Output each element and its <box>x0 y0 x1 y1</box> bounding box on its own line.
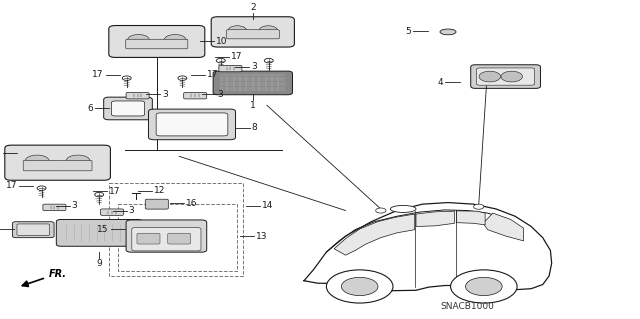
FancyBboxPatch shape <box>476 68 535 85</box>
Circle shape <box>122 76 131 80</box>
Circle shape <box>326 270 393 303</box>
FancyBboxPatch shape <box>100 209 124 215</box>
Text: 3: 3 <box>251 63 257 71</box>
FancyBboxPatch shape <box>211 17 294 47</box>
FancyBboxPatch shape <box>132 228 201 251</box>
FancyBboxPatch shape <box>17 224 50 235</box>
FancyBboxPatch shape <box>5 145 110 180</box>
Text: 3: 3 <box>218 90 223 99</box>
FancyBboxPatch shape <box>23 160 92 171</box>
Text: 3: 3 <box>162 90 168 99</box>
Text: 4: 4 <box>438 78 444 87</box>
Circle shape <box>479 71 500 82</box>
FancyBboxPatch shape <box>219 65 242 72</box>
Bar <box>109 183 243 276</box>
FancyBboxPatch shape <box>213 71 292 95</box>
Text: 16: 16 <box>186 199 197 208</box>
Circle shape <box>451 270 517 303</box>
FancyBboxPatch shape <box>43 204 66 211</box>
FancyBboxPatch shape <box>56 219 142 246</box>
Circle shape <box>376 208 386 213</box>
Text: 17: 17 <box>109 187 120 196</box>
FancyBboxPatch shape <box>104 97 152 120</box>
Text: 13: 13 <box>256 232 268 241</box>
Circle shape <box>37 186 46 190</box>
FancyBboxPatch shape <box>137 233 160 244</box>
Circle shape <box>259 26 278 35</box>
FancyBboxPatch shape <box>148 109 236 140</box>
Text: 2: 2 <box>250 3 255 12</box>
Text: 1: 1 <box>250 101 255 110</box>
Bar <box>118 204 237 271</box>
FancyBboxPatch shape <box>184 93 207 99</box>
Circle shape <box>127 34 149 45</box>
Text: 6: 6 <box>87 104 93 113</box>
Text: 15: 15 <box>97 225 109 234</box>
FancyBboxPatch shape <box>227 30 280 39</box>
Text: 10: 10 <box>216 37 227 46</box>
Polygon shape <box>456 211 485 225</box>
Text: 8: 8 <box>252 123 257 132</box>
Circle shape <box>216 58 225 63</box>
Text: 12: 12 <box>154 186 165 195</box>
Polygon shape <box>416 211 454 226</box>
Text: FR.: FR. <box>49 269 67 279</box>
FancyBboxPatch shape <box>471 65 540 88</box>
FancyBboxPatch shape <box>126 220 207 252</box>
FancyBboxPatch shape <box>125 39 188 49</box>
Text: 17: 17 <box>207 70 218 79</box>
Ellipse shape <box>440 29 456 35</box>
Text: 9: 9 <box>97 259 102 268</box>
FancyBboxPatch shape <box>168 233 191 244</box>
FancyBboxPatch shape <box>126 93 149 99</box>
Text: 14: 14 <box>262 201 274 210</box>
Text: SNACB1000: SNACB1000 <box>440 302 494 311</box>
Circle shape <box>178 76 187 80</box>
FancyBboxPatch shape <box>156 113 228 136</box>
FancyBboxPatch shape <box>12 222 54 238</box>
Text: 3: 3 <box>72 201 77 210</box>
Polygon shape <box>483 213 524 241</box>
FancyBboxPatch shape <box>111 101 145 116</box>
Circle shape <box>66 155 90 167</box>
Text: 17: 17 <box>92 70 104 79</box>
Ellipse shape <box>390 205 416 212</box>
Text: 3: 3 <box>129 206 134 215</box>
Text: 17: 17 <box>6 181 17 190</box>
Circle shape <box>465 277 502 296</box>
Circle shape <box>25 155 49 167</box>
Text: 5: 5 <box>406 27 412 36</box>
Circle shape <box>474 204 484 209</box>
Circle shape <box>264 58 273 63</box>
Circle shape <box>164 34 186 45</box>
Circle shape <box>341 277 378 296</box>
Text: 11: 11 <box>0 149 1 158</box>
Circle shape <box>95 192 104 197</box>
FancyBboxPatch shape <box>109 26 205 57</box>
Circle shape <box>228 26 246 35</box>
FancyBboxPatch shape <box>145 199 168 209</box>
Text: 17: 17 <box>231 52 243 61</box>
Polygon shape <box>334 214 415 255</box>
Circle shape <box>501 71 522 82</box>
